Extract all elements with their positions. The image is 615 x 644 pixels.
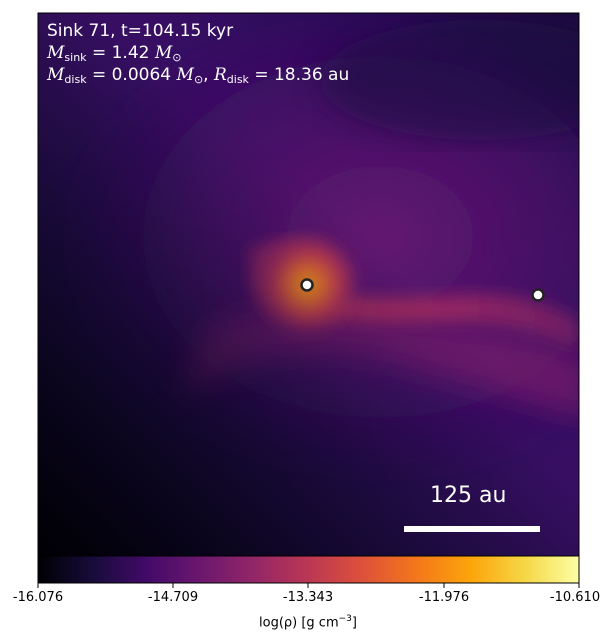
scale-bar <box>404 526 540 532</box>
disk-properties-line: Mdisk = 0.0064 M⊙, Rdisk = 18.36 au <box>47 65 350 86</box>
colorbar-label: log(ρ) [g cm−3] <box>259 614 357 631</box>
colorbar <box>37 555 580 584</box>
sink-info-line1: Sink 71, t=104.15 kyr <box>47 21 234 41</box>
colorbar-ticks <box>37 583 580 588</box>
colorbar-tick-label: -10.610 <box>549 590 601 605</box>
scale-bar-label: 125 au <box>430 483 507 508</box>
secondary-sink-marker <box>531 288 545 302</box>
colorbar-tick-label: -11.976 <box>418 590 470 605</box>
colorbar-tick-label: -14.709 <box>147 590 199 605</box>
sink-mass-line: Msink = 1.42 M⊙ <box>47 43 182 64</box>
density-map <box>38 13 579 556</box>
colorbar-tick-label: -16.076 <box>12 590 64 605</box>
primary-sink-marker <box>300 278 314 292</box>
colorbar-tick-label: -13.343 <box>282 590 334 605</box>
